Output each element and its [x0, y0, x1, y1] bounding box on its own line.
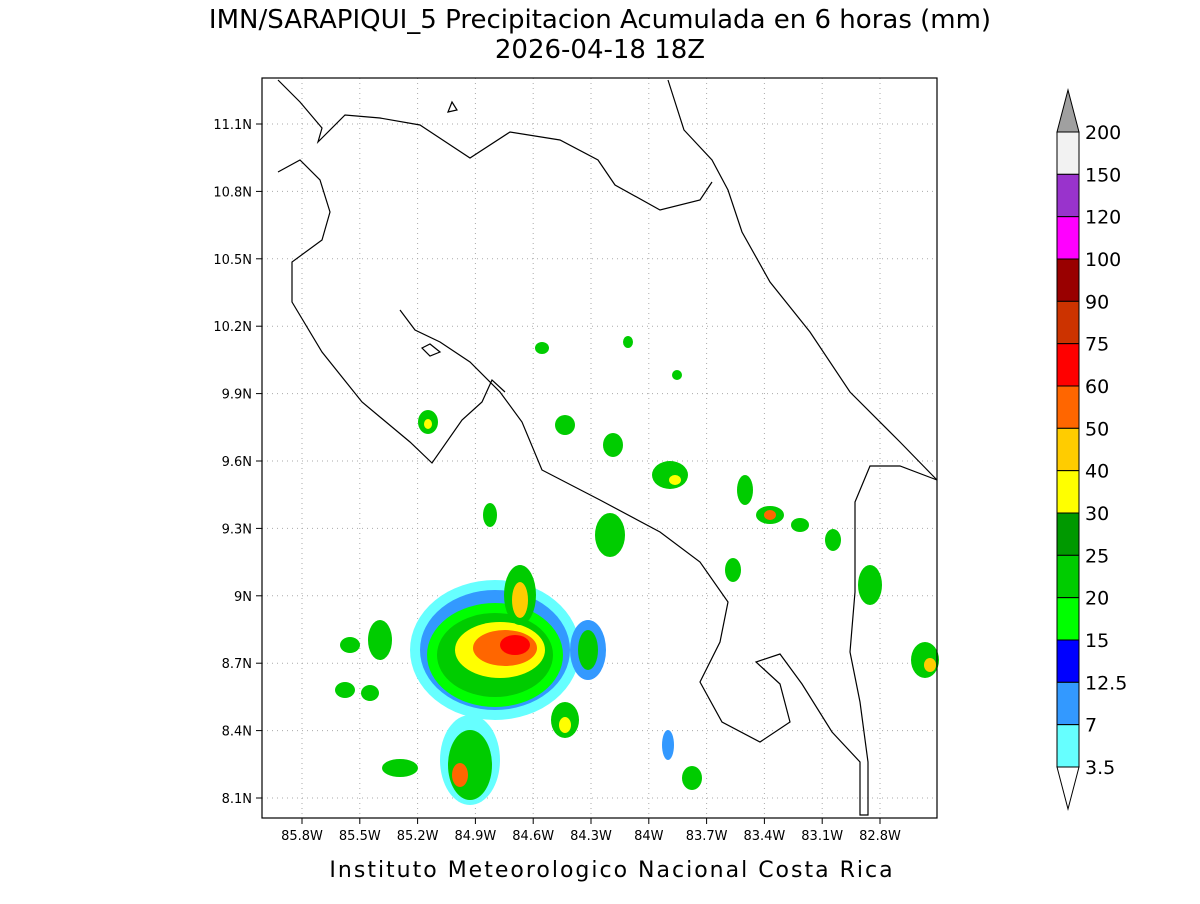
colorbar-label: 15 — [1085, 630, 1109, 652]
colorbar-segment — [1056, 639, 1080, 683]
coastlines — [277, 79, 938, 816]
colorbar-label: 60 — [1085, 376, 1109, 398]
colorbar-label: 200 — [1085, 122, 1121, 144]
colorbar-label: 120 — [1085, 207, 1121, 229]
x-tick-label: 83.4W — [743, 829, 785, 844]
y-tick-label: 10.2N — [213, 320, 252, 335]
y-tick-label: 10.5N — [213, 253, 252, 268]
y-tick-label: 9N — [234, 590, 252, 605]
colorbar-label: 30 — [1085, 503, 1109, 525]
colorbar-segment — [1056, 554, 1080, 599]
subtitle: 2026-04-18 18Z — [495, 35, 705, 65]
colorbar-segment — [1056, 681, 1080, 726]
colorbar-segment — [1056, 427, 1080, 472]
x-tick-label: 84.6W — [512, 829, 554, 844]
colorbar-segment — [1056, 597, 1080, 641]
colorbar-under — [1056, 766, 1080, 811]
x-tick-label: 84W — [634, 829, 664, 844]
y-tick-label: 10.8N — [213, 185, 252, 200]
x-tick-label: 84.9W — [454, 829, 496, 844]
colorbar-label: 25 — [1085, 545, 1109, 567]
colorbar-label: 12.5 — [1085, 672, 1127, 694]
y-tick-label: 9.9N — [222, 388, 252, 403]
colorbar-segment — [1056, 173, 1080, 218]
colorbar-segment — [1056, 300, 1080, 345]
colorbar-label: 50 — [1085, 418, 1109, 440]
colorbar-segment — [1056, 724, 1080, 768]
colorbar-segment — [1056, 385, 1080, 429]
x-tick-label: 83.1W — [801, 829, 843, 844]
colorbar-label: 20 — [1085, 588, 1109, 610]
colorbar-label: 7 — [1085, 715, 1097, 737]
colorbar-segment — [1056, 512, 1080, 556]
y-tick-label: 9.3N — [222, 522, 252, 537]
colorbar-segment — [1056, 470, 1080, 514]
y-tick-label: 8.7N — [222, 657, 252, 672]
x-tick-label: 85.2W — [397, 829, 439, 844]
y-tick-label: 8.1N — [222, 792, 252, 807]
colorbar-segment — [1056, 343, 1080, 387]
colorbar-label: 75 — [1085, 334, 1109, 356]
y-tick-label: 11.1N — [213, 118, 252, 133]
x-tick-label: 85.5W — [339, 829, 381, 844]
colorbar-label: 90 — [1085, 291, 1109, 313]
y-tick-label: 9.6N — [222, 455, 252, 470]
y-tick-label: 8.4N — [222, 725, 252, 740]
precipitation — [335, 336, 939, 805]
map-frame — [261, 77, 938, 819]
footer: Instituto Meteorologico Nacional Costa R… — [329, 858, 894, 883]
colorbar-label: 150 — [1085, 164, 1121, 186]
x-tick-label: 83.7W — [686, 829, 728, 844]
title: IMN/SARAPIQUI_5 Precipitacion Acumulada … — [209, 5, 991, 35]
colorbar-label: 3.5 — [1085, 757, 1115, 779]
grid: 85.8W 85.5W 85.2W 84.9W 84.6W 84.3W 84W 83.7W 83… — [213, 78, 937, 844]
colorbar-segment — [1056, 131, 1080, 175]
colorbar-label: 40 — [1085, 461, 1109, 483]
x-tick-label: 82.8W — [859, 829, 901, 844]
colorbar-segment — [1056, 216, 1080, 260]
x-tick-label: 84.3W — [570, 829, 612, 844]
colorbar-segment — [1056, 258, 1080, 302]
colorbar-label: 100 — [1085, 249, 1121, 271]
x-tick-label: 85.8W — [281, 829, 323, 844]
colorbar: 200 150 120 100 90 75 60 50 40 30 25 20 15 12.5 7 3.5 — [1056, 88, 1127, 811]
colorbar-over — [1056, 88, 1080, 133]
